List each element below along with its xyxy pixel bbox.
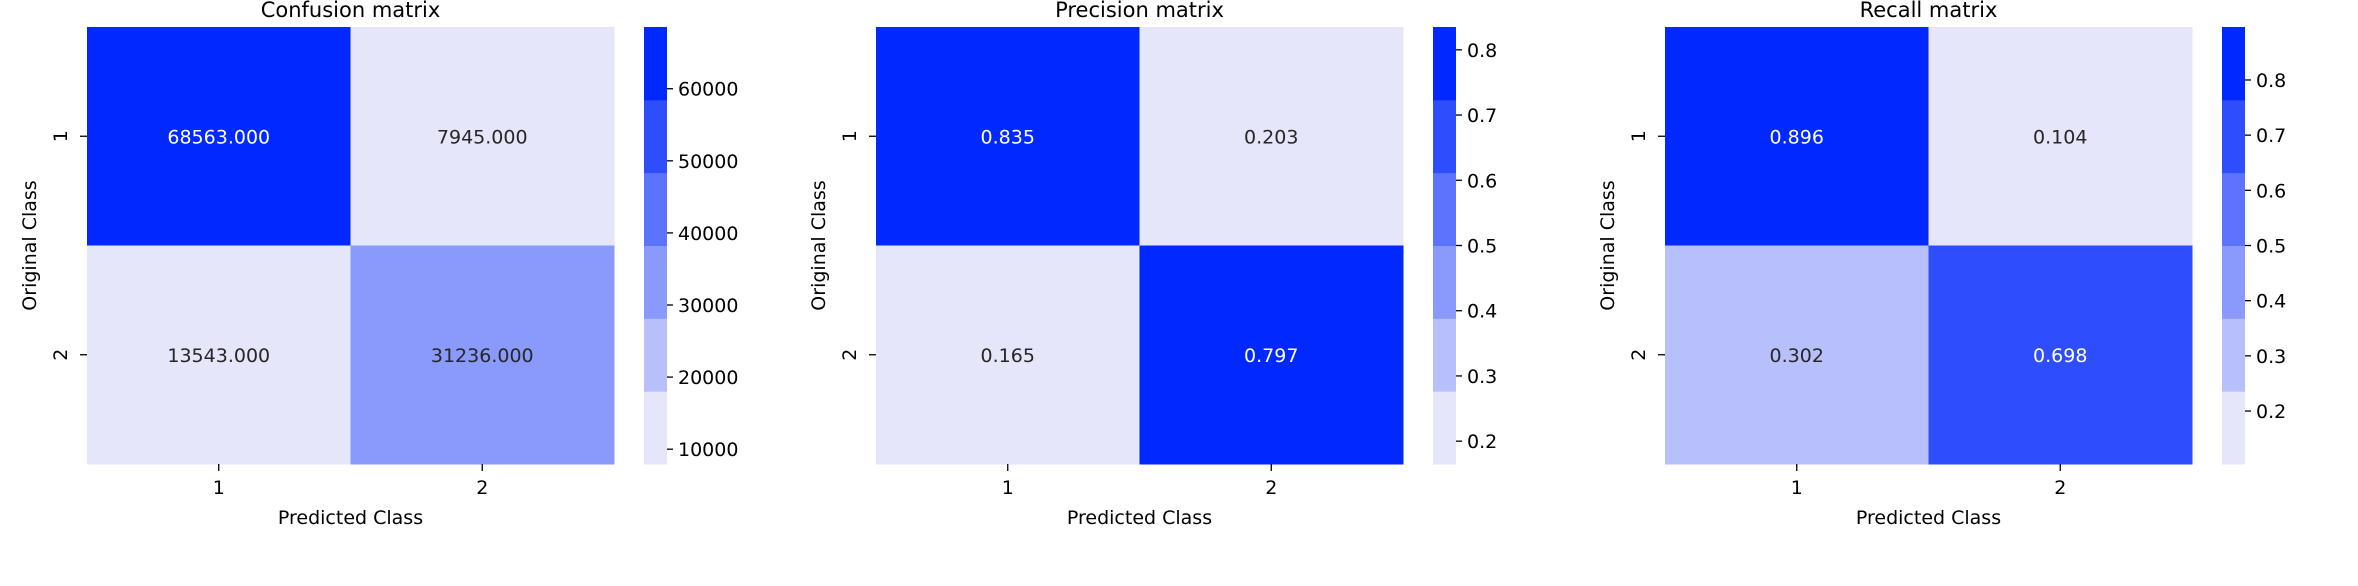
colorbar-segment	[644, 245, 667, 319]
colorbar-segment	[1433, 318, 1456, 392]
colorbar-tick-label: 0.7	[1467, 105, 1497, 127]
cell-value-label: 13543.000	[167, 345, 270, 367]
colorbar-tick-label: 20000	[678, 367, 738, 389]
colorbar-tick-label: 0.5	[2256, 236, 2286, 258]
cell-value-label: 7945.000	[437, 126, 528, 148]
chart-title: Precision matrix	[1055, 0, 1224, 22]
y-tick-label: 2	[839, 349, 861, 361]
x-axis-label: Predicted Class	[1856, 507, 2001, 529]
colorbar-segment	[644, 99, 667, 174]
heatmap-cell	[876, 27, 1140, 246]
y-tick-label: 1	[50, 130, 72, 142]
colorbar-segment	[2222, 318, 2245, 392]
colorbar-tick-label: 0.4	[2256, 291, 2286, 313]
y-tick-label: 2	[1628, 349, 1650, 361]
colorbar-tick-label: 60000	[678, 79, 738, 101]
colorbar-segment	[1433, 391, 1456, 465]
colorbar-segment	[644, 391, 667, 465]
x-axis-label: Predicted Class	[1067, 507, 1212, 529]
heatmap-cell	[350, 27, 615, 246]
x-tick-label: 2	[2054, 477, 2066, 499]
colorbar-tick-label: 0.2	[2256, 401, 2286, 423]
cell-value-label: 68563.000	[167, 126, 270, 148]
colorbar-tick-label: 0.4	[1467, 301, 1497, 323]
y-tick-label: 1	[839, 130, 861, 142]
colorbar-segment	[1433, 172, 1456, 246]
heatmap-cell	[350, 245, 615, 465]
y-tick-label: 2	[50, 349, 72, 361]
cell-value-label: 0.797	[1244, 345, 1298, 367]
colorbar-tick-label: 30000	[678, 295, 738, 317]
colorbar-segment	[1433, 99, 1456, 174]
y-axis-label: Original Class	[808, 180, 830, 310]
colorbar-tick-label: 0.6	[2256, 180, 2286, 202]
heatmap-panel-1: Confusion matrix 68563.000 7945.000 13543.0…	[19, 0, 738, 529]
colorbar-segment	[1433, 245, 1456, 319]
cell-value-label: 0.896	[1770, 126, 1824, 148]
x-tick-label: 1	[213, 477, 225, 499]
y-axis-label: Original Class	[1597, 180, 1619, 310]
colorbar-segment	[2222, 391, 2245, 465]
colorbar-segment	[644, 172, 667, 246]
heatmap-panel-2: Precision matrix 0.835 0.203 0.165 0.797 1 2 Pr…	[808, 0, 1497, 529]
chart-title: Confusion matrix	[261, 0, 441, 22]
cell-value-label: 0.203	[1244, 126, 1298, 148]
colorbar-tick-label: 50000	[678, 151, 738, 173]
colorbar-segment	[644, 27, 667, 101]
cell-value-label: 0.835	[981, 126, 1035, 148]
cell-value-label: 0.104	[2033, 126, 2087, 148]
colorbar-tick-label: 0.3	[1467, 366, 1497, 388]
colorbar-tick-label: 0.5	[1467, 236, 1497, 258]
colorbar-tick-label: 0.8	[1467, 40, 1497, 62]
heatmap-cell	[1139, 27, 1404, 246]
colorbar-tick-label: 0.6	[1467, 170, 1497, 192]
colorbar-segment	[2222, 245, 2245, 319]
heatmap-panel-3: Recall matrix 0.896 0.104 0.302 0.698 1 2 Predi…	[1597, 0, 2286, 529]
cell-value-label: 31236.000	[431, 345, 534, 367]
heatmap-cell	[876, 245, 1140, 465]
heatmap-cell	[87, 245, 351, 465]
colorbar-segment	[2222, 27, 2245, 101]
x-tick-label: 2	[476, 477, 488, 499]
cell-value-label: 0.165	[981, 345, 1035, 367]
colorbar-segment	[2222, 99, 2245, 174]
x-tick-label: 1	[1002, 477, 1014, 499]
x-tick-label: 2	[1265, 477, 1277, 499]
x-axis-label: Predicted Class	[278, 507, 423, 529]
colorbar-tick-label: 0.2	[1467, 431, 1497, 453]
heatmap-cell	[1928, 245, 2193, 465]
cell-value-label: 0.698	[2033, 345, 2087, 367]
chart-title: Recall matrix	[1860, 0, 1998, 22]
heatmap-cell	[87, 27, 351, 246]
x-tick-label: 1	[1791, 477, 1803, 499]
heatmap-cell	[1928, 27, 2193, 246]
colorbar-tick-label: 0.8	[2256, 70, 2286, 92]
colorbar-tick-label: 10000	[678, 439, 738, 461]
colorbar-segment	[1433, 27, 1456, 101]
colorbar-tick-label: 0.3	[2256, 346, 2286, 368]
y-tick-label: 1	[1628, 130, 1650, 142]
heatmap-cell	[1665, 245, 1929, 465]
colorbar-tick-label: 40000	[678, 223, 738, 245]
y-axis-label: Original Class	[19, 180, 41, 310]
cell-value-label: 0.302	[1770, 345, 1824, 367]
colorbar-segment	[644, 318, 667, 392]
colorbar-tick-label: 0.7	[2256, 125, 2286, 147]
heatmap-cell	[1139, 245, 1404, 465]
heatmap-cell	[1665, 27, 1929, 246]
colorbar-segment	[2222, 172, 2245, 246]
